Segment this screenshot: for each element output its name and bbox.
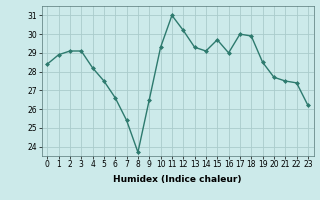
X-axis label: Humidex (Indice chaleur): Humidex (Indice chaleur) bbox=[113, 175, 242, 184]
